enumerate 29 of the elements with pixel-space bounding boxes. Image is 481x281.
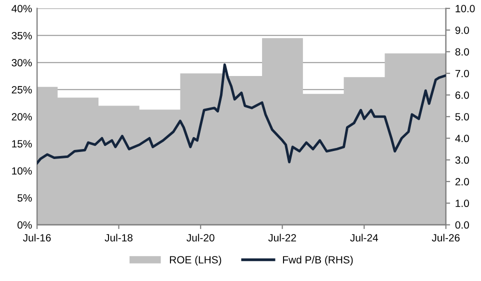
y-tick-label: 20% bbox=[12, 113, 32, 120]
y2-tick-label: 6.0 bbox=[455, 91, 469, 99]
line-series bbox=[37, 63, 446, 164]
x-tick-label: Jul-24 bbox=[350, 234, 378, 242]
y2-tick-label: 4.0 bbox=[455, 134, 469, 142]
y-tick-label: 10% bbox=[12, 167, 32, 175]
y2-tick-label: 8.0 bbox=[455, 48, 469, 56]
y-tick-label: 0% bbox=[18, 221, 32, 229]
y-tick-label: 35% bbox=[12, 32, 32, 40]
y2-tick-label: 5.0 bbox=[455, 113, 469, 120]
y2-tick-label: 10.0 bbox=[456, 4, 475, 12]
y-tick-label: 40% bbox=[12, 4, 32, 12]
y-tick-label: 25% bbox=[12, 86, 32, 94]
y2-tick-label: 0.0 bbox=[455, 221, 469, 229]
x-tick-label: Jul-22 bbox=[268, 234, 296, 242]
y2-tick-label: 3.0 bbox=[455, 156, 469, 164]
legend-label: ROE (LHS) bbox=[170, 256, 222, 266]
y2-tick-label: 1.0 bbox=[456, 200, 469, 208]
x-tick-label: Jul-16 bbox=[23, 234, 51, 242]
y2-tick-label: 2.0 bbox=[455, 178, 469, 186]
y-tick-label: 15% bbox=[12, 140, 32, 148]
y-tick-label: 30% bbox=[12, 59, 32, 66]
x-tick-label: Jul-18 bbox=[104, 234, 132, 242]
x-tick-label: Jul-26 bbox=[432, 234, 460, 242]
x-tick-label: Jul-20 bbox=[186, 234, 214, 242]
legend-label: Fwd P/B (RHS) bbox=[283, 256, 353, 266]
y2-tick-label: 7.0 bbox=[455, 70, 469, 78]
y-tick-label: 5% bbox=[18, 194, 32, 202]
y2-tick-label: 9.0 bbox=[455, 26, 469, 34]
